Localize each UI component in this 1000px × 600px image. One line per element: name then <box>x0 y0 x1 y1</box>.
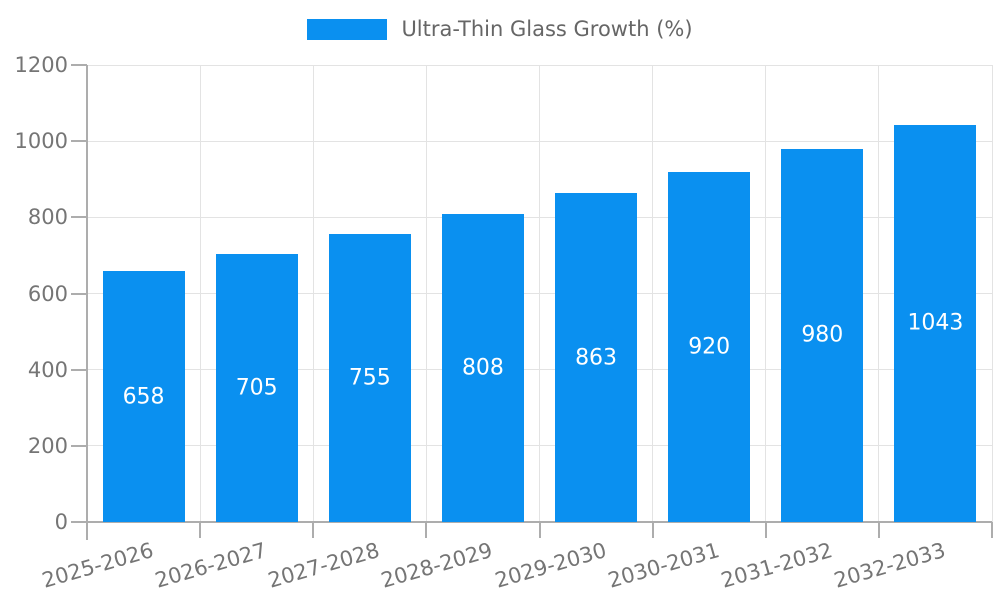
y-tick-label: 200 <box>27 433 68 458</box>
y-tick <box>71 292 87 295</box>
y-tick-label: 400 <box>27 357 68 382</box>
bar <box>215 253 298 522</box>
x-tick <box>651 522 654 538</box>
y-tick <box>71 444 87 447</box>
y-tick <box>71 368 87 371</box>
x-tick <box>425 522 428 538</box>
bar <box>102 271 185 522</box>
bar <box>668 171 751 522</box>
y-tick <box>71 140 87 143</box>
bar-value-label: 808 <box>461 355 504 381</box>
x-tick-label: 2027-2028 <box>265 538 383 593</box>
x-tick <box>877 522 880 538</box>
x-tick-label: 2028-2029 <box>378 538 496 593</box>
x-tick-label: 2026-2027 <box>152 538 270 593</box>
bar-value-label: 755 <box>348 365 391 391</box>
bar <box>894 124 977 522</box>
y-tick-label: 800 <box>27 205 68 230</box>
y-axis-line <box>86 65 88 540</box>
x-gridline <box>199 65 201 522</box>
y-tick-label: 0 <box>54 510 68 534</box>
x-gridline <box>425 65 427 522</box>
bar-value-label: 863 <box>575 345 618 371</box>
x-tick <box>312 522 315 538</box>
x-tick <box>764 522 767 538</box>
y-tick <box>71 64 87 66</box>
x-tick-label: 2025-2026 <box>39 538 157 593</box>
y-tick-label: 1000 <box>14 129 68 154</box>
x-tick <box>991 522 993 538</box>
x-gridline <box>539 65 540 522</box>
x-axis-line <box>71 521 992 523</box>
x-tick-label: 2029-2030 <box>492 538 609 593</box>
x-gridline <box>312 65 314 522</box>
x-tick <box>538 522 541 538</box>
legend-swatch <box>307 19 388 40</box>
x-gridline <box>991 65 993 522</box>
bar <box>328 234 411 522</box>
y-tick-label: 1200 <box>14 53 68 77</box>
legend: Ultra-Thin Glass Growth (%) <box>0 17 1000 42</box>
y-tick-label: 600 <box>27 281 68 306</box>
x-gridline <box>765 65 767 522</box>
x-tick-label: 2032-2033 <box>831 538 949 593</box>
bar <box>441 214 524 522</box>
bar-value-label: 658 <box>122 384 165 410</box>
bar-value-label: 705 <box>235 375 278 401</box>
bar-value-label: 980 <box>801 322 844 348</box>
x-tick-label: 2031-2032 <box>718 538 835 593</box>
bar-value-label: 1043 <box>907 310 964 336</box>
x-tick-label: 2030-2031 <box>605 538 722 593</box>
bar <box>781 148 864 522</box>
x-tick <box>199 522 202 538</box>
y-tick <box>71 216 87 219</box>
bar-value-label: 920 <box>688 334 731 360</box>
bar <box>555 193 638 522</box>
x-gridline <box>878 65 880 522</box>
legend-label: Ultra-Thin Glass Growth (%) <box>401 17 693 41</box>
x-gridline <box>652 65 654 522</box>
